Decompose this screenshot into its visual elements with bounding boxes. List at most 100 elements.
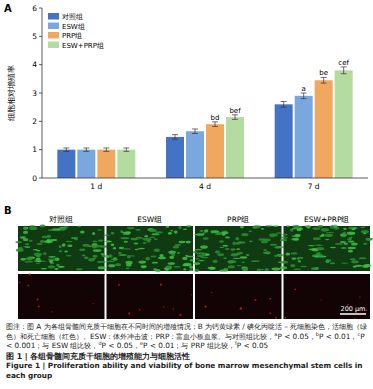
cell — [37, 298, 39, 300]
cell — [150, 256, 156, 258]
cell — [340, 241, 346, 243]
cell — [25, 243, 29, 245]
cell — [255, 299, 257, 301]
cell — [194, 234, 197, 235]
live-cell-texture — [193, 225, 284, 272]
cell — [168, 262, 175, 265]
y-tick-label: 0 — [32, 174, 37, 183]
cell — [149, 229, 157, 232]
cell — [225, 236, 230, 238]
significance-label: cef — [338, 59, 349, 67]
cell — [143, 242, 147, 244]
cell — [154, 249, 160, 252]
cell — [293, 225, 300, 228]
cell — [122, 248, 131, 249]
error-bar — [192, 129, 198, 134]
cell — [235, 242, 240, 245]
cell — [354, 318, 355, 319]
cell — [277, 254, 283, 256]
cell — [118, 284, 120, 286]
cell — [118, 254, 127, 255]
cell — [264, 268, 268, 271]
cell — [93, 303, 94, 304]
cell — [228, 265, 235, 268]
y-tick — [39, 8, 42, 9]
cell — [333, 224, 337, 227]
legend-swatch — [48, 23, 59, 30]
cell — [236, 248, 240, 250]
cell — [341, 234, 347, 235]
cell — [183, 268, 186, 270]
cell — [312, 255, 320, 256]
cell — [154, 238, 158, 240]
cell — [174, 244, 181, 246]
x-tick-label: 4 d — [199, 182, 211, 191]
cell — [222, 231, 228, 232]
cell — [18, 247, 24, 250]
cell — [104, 241, 111, 242]
cell — [286, 225, 290, 227]
cell — [269, 236, 275, 237]
cell — [225, 248, 230, 250]
caption-text: P < 0.05 — [237, 341, 268, 350]
superscript: c — [357, 330, 360, 336]
cell — [271, 268, 280, 271]
cell — [269, 298, 271, 300]
cell — [94, 251, 98, 253]
bar — [335, 70, 353, 178]
cell — [84, 257, 89, 260]
cell — [169, 256, 174, 259]
cell — [274, 255, 277, 257]
cell — [105, 255, 110, 258]
cell — [204, 229, 208, 232]
cell — [194, 269, 199, 272]
significance-label: bd — [211, 114, 220, 122]
cell — [76, 268, 83, 270]
cell — [351, 242, 357, 245]
superscript: e — [140, 340, 143, 346]
cell — [134, 242, 138, 244]
cell — [343, 243, 348, 245]
cell — [93, 249, 102, 252]
cell — [166, 269, 169, 270]
cell — [343, 232, 346, 234]
cell — [20, 236, 26, 238]
cell — [252, 226, 258, 229]
cell — [88, 258, 94, 261]
cell — [200, 230, 204, 231]
cell — [66, 241, 73, 242]
cell — [115, 263, 121, 266]
cell — [204, 306, 206, 308]
cell — [48, 256, 55, 258]
cell — [37, 243, 43, 245]
cell — [135, 229, 141, 230]
cell — [150, 236, 156, 237]
cell — [280, 266, 287, 269]
y-tick — [39, 64, 42, 65]
cell — [196, 233, 204, 235]
cell — [166, 265, 172, 268]
cell — [241, 261, 245, 263]
cell — [189, 270, 194, 271]
cell — [29, 240, 33, 242]
y-tick-label: 4 — [32, 60, 37, 69]
panel-label: A — [4, 3, 12, 14]
significance-label: be — [319, 69, 328, 77]
panel-label: B — [4, 205, 12, 216]
cell — [222, 245, 228, 247]
cell — [316, 252, 321, 253]
cell — [15, 241, 22, 243]
cell — [131, 238, 138, 241]
cell — [143, 238, 152, 241]
cell — [281, 261, 288, 264]
live-cell-image — [195, 226, 282, 271]
cell — [277, 254, 284, 257]
cell — [153, 268, 157, 270]
cell — [66, 255, 72, 256]
cell — [191, 294, 192, 295]
cell — [293, 268, 301, 270]
cell — [248, 230, 252, 231]
cell — [145, 257, 150, 261]
caption-text: P < 0.05， — [277, 332, 315, 341]
dead-cell-image — [107, 274, 194, 319]
